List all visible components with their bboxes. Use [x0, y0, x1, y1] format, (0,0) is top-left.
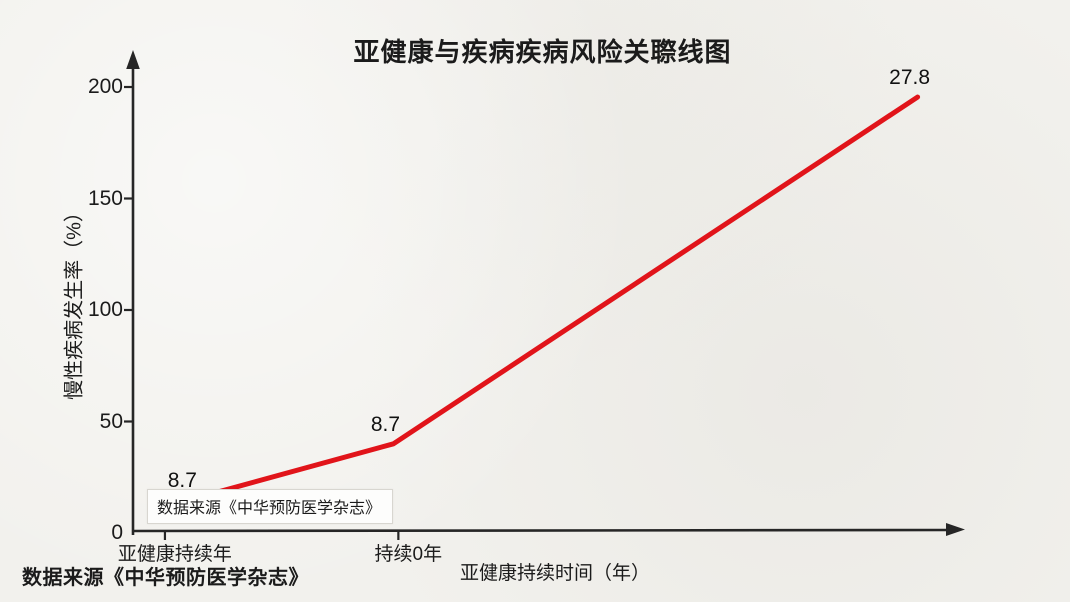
- ytick-label: 50: [99, 409, 123, 433]
- ytick-label: 0: [111, 521, 123, 544]
- point-label: 27.8: [889, 66, 931, 90]
- x-axis-arrow-icon: [946, 523, 965, 536]
- xtick-label: 亚健康持续年: [117, 544, 232, 565]
- chart-title: 亚健康与疾病疾病风险关䏅线图: [353, 37, 732, 67]
- point-label: 8.7: [370, 412, 401, 436]
- x-axis-label: 亚健康持续时间（年）: [460, 563, 651, 584]
- xtick-label: 持续0年: [374, 544, 443, 565]
- y-axis-arrow-icon: [126, 50, 140, 69]
- x-axis-line: [131, 528, 950, 533]
- data-source-annotation: 数据来源《中华预防医学杂志》: [147, 489, 394, 524]
- source-note: 数据来源《中华预防医学杂志》: [22, 567, 309, 589]
- axes: [126, 50, 965, 536]
- ytick-label: 150: [87, 186, 123, 210]
- ytick-label: 200: [87, 75, 123, 98]
- point-label: 8.7: [167, 468, 197, 492]
- axis-ticks: [124, 85, 400, 540]
- ytick-label: 100: [87, 298, 123, 321]
- risk-trend-line: [187, 94, 921, 503]
